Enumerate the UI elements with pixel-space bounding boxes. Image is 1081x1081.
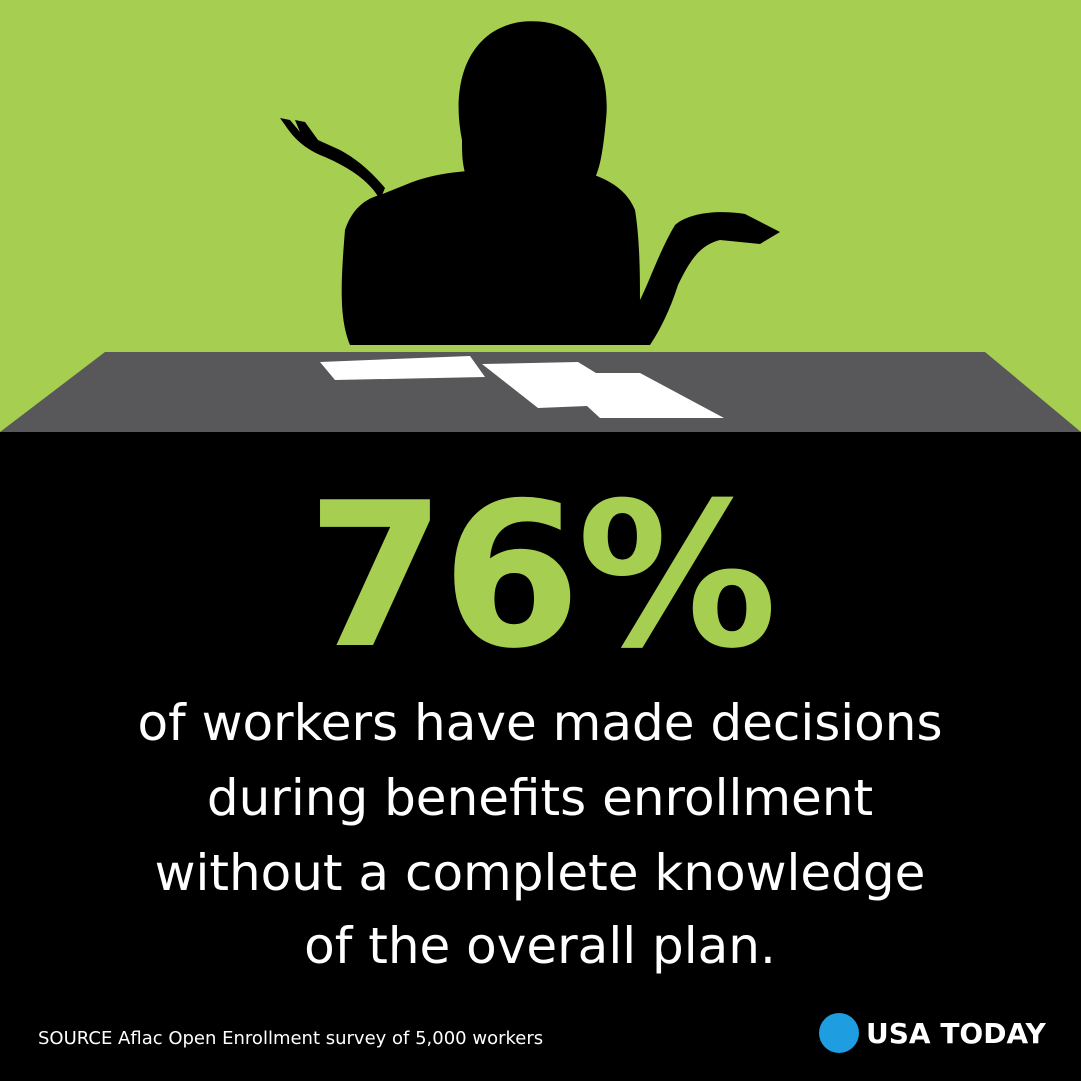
statement-line: without a complete knowledge (155, 844, 926, 902)
paper (320, 356, 485, 380)
source-note: SOURCE Aflac Open Enrollment survey of 5… (38, 1028, 543, 1049)
statement-line: of the overall plan. (304, 917, 776, 975)
headline-stat: 76% (307, 460, 774, 693)
statement-line: of workers have made decisions (137, 694, 942, 752)
brand-logo (819, 1013, 859, 1053)
silhouette (280, 21, 780, 345)
paper (482, 362, 724, 418)
brand-name: USA TODAY (866, 1017, 1046, 1050)
background-bottom (0, 432, 1081, 1081)
statement-line: during benefits enrollment (207, 769, 873, 827)
